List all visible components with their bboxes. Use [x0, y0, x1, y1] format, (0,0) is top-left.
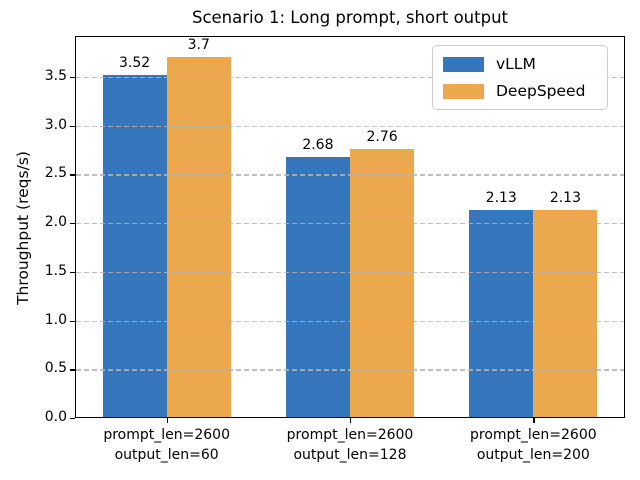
y-tick-mark	[70, 418, 75, 420]
vllm-color-swatch	[443, 56, 484, 72]
gridline	[76, 271, 624, 274]
gridline	[76, 76, 624, 79]
x-tick-label: prompt_len=2600 output_len=128	[286, 427, 414, 464]
gridline	[76, 223, 624, 225]
legend-label-deepspeed: DeepSpeed	[496, 82, 586, 100]
bar-deepspeed	[166, 57, 231, 417]
y-tick-mark	[70, 223, 75, 225]
bar-value-label: 2.68	[302, 136, 334, 153]
bar-value-label: 2.13	[485, 190, 517, 207]
y-tick-mark	[70, 369, 75, 371]
y-tick-label: 0.0	[44, 409, 67, 425]
bar-value-label: 2.13	[549, 190, 581, 207]
legend: vLLM DeepSpeed	[432, 45, 608, 110]
bar-value-label: 3.7	[187, 37, 210, 54]
bar-deepspeed	[533, 210, 598, 417]
chart-title: Scenario 1: Long prompt, short output	[191, 8, 508, 27]
gridline	[76, 320, 624, 322]
legend-item-vllm: vLLM	[443, 55, 597, 73]
bar-vllm	[285, 156, 350, 417]
x-tick-label: prompt_len=2600 output_len=60	[103, 427, 230, 464]
y-tick-label: 1.0	[44, 311, 67, 328]
y-tick-label: 1.5	[44, 262, 67, 279]
y-tick-mark	[70, 320, 75, 322]
y-tick-mark	[70, 125, 75, 127]
y-tick-label: 0.5	[44, 360, 67, 377]
gridline	[76, 369, 624, 371]
bar-value-label: 3.52	[118, 54, 151, 71]
x-tick-mark	[350, 418, 352, 423]
gridline	[76, 125, 624, 127]
y-tick-label: 3.0	[44, 116, 67, 133]
x-tick-mark	[533, 418, 535, 423]
gridline	[76, 174, 624, 176]
x-tick-mark	[166, 418, 168, 423]
bar-deepspeed	[350, 149, 415, 417]
bar-value-label: 2.76	[366, 129, 398, 146]
bar-vllm	[469, 210, 534, 417]
legend-label-vllm: vLLM	[496, 55, 536, 73]
y-tick-mark	[70, 174, 75, 176]
deepspeed-color-swatch	[443, 83, 484, 99]
y-tick-label: 3.5	[44, 67, 67, 84]
y-tick-label: 2.5	[44, 165, 67, 182]
y-tick-mark	[70, 76, 75, 79]
legend-item-deepspeed: DeepSpeed	[443, 82, 597, 100]
bar-vllm	[102, 74, 167, 417]
x-tick-label: prompt_len=2600 output_len=200	[470, 427, 597, 464]
y-tick-mark	[70, 271, 75, 274]
y-tick-label: 2.0	[44, 214, 67, 231]
